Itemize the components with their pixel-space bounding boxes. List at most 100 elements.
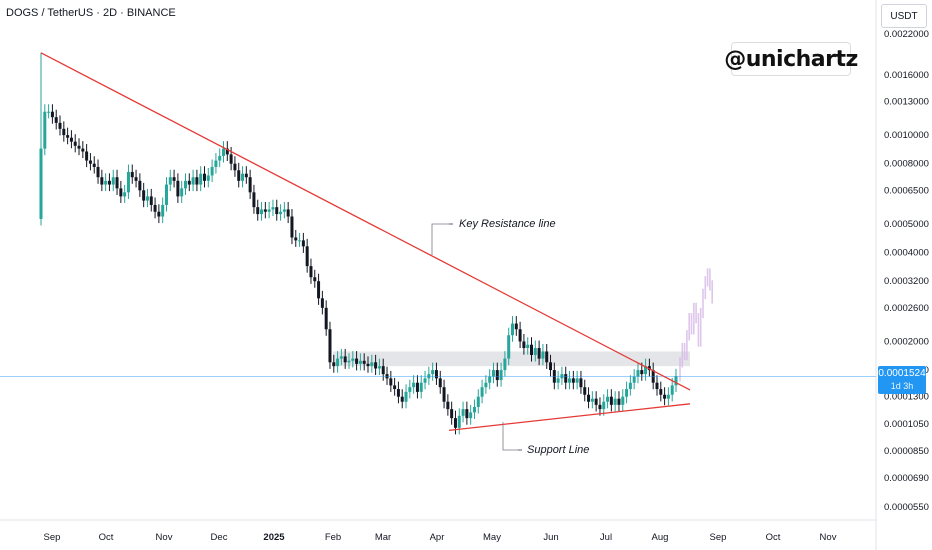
candle-body [670, 385, 674, 395]
candle-body [50, 111, 54, 118]
candle-body [438, 378, 442, 388]
candle-body [54, 117, 58, 123]
candle-body [339, 356, 343, 359]
support-trendline [448, 403, 691, 431]
candle-body [583, 387, 587, 395]
projection-candle [688, 313, 690, 341]
candle-body [206, 175, 210, 181]
candle-body [298, 240, 302, 242]
candle-body [674, 376, 678, 386]
support-annotation: Support Line [527, 444, 590, 456]
candle-body [640, 370, 644, 375]
candle-body [248, 177, 252, 193]
candle-body [282, 209, 286, 212]
candle-body [260, 209, 264, 215]
candle-body [370, 362, 374, 367]
projection-candle [683, 343, 686, 361]
candle-body [115, 177, 119, 189]
candle-body [431, 370, 435, 375]
candle-body [313, 277, 317, 282]
candle-body [62, 128, 66, 136]
candle-body [393, 385, 397, 390]
candle-body [507, 335, 511, 359]
candle-body [149, 196, 153, 205]
support-arrow [502, 422, 521, 451]
y-tick-label: 0.0008000 [884, 159, 929, 170]
candle-body [267, 209, 271, 212]
x-tick-label: Aug [652, 532, 669, 543]
candle-body [119, 188, 123, 197]
candle-body [241, 173, 245, 181]
candle-body [92, 163, 96, 167]
candle-body [142, 190, 146, 201]
projection-candle [704, 276, 707, 300]
candle-body [537, 348, 541, 359]
y-tick-label: 0.0010000 [884, 130, 929, 141]
candle-body [290, 216, 294, 238]
candle-body [590, 398, 594, 402]
candle-body [183, 180, 187, 189]
candle-body [587, 394, 591, 402]
candle-body [480, 387, 484, 397]
candle-body [164, 184, 168, 205]
y-tick-label: 0.0022000 [884, 29, 929, 40]
x-tick-label: Mar [375, 532, 391, 543]
candle-body [88, 160, 92, 164]
projection-candle [679, 357, 681, 382]
candle-body [453, 418, 457, 428]
candle-body [549, 362, 553, 371]
candle-body [647, 366, 651, 371]
candle-body [488, 376, 492, 383]
candle-body [73, 141, 77, 146]
candle-body [412, 382, 416, 388]
candle-body [434, 370, 438, 379]
y-tick-label: 0.0005000 [884, 219, 929, 230]
candle-body [358, 360, 362, 364]
candle-body [275, 207, 279, 215]
projection-candle [697, 313, 700, 347]
candle-body [541, 351, 545, 359]
candle-body [47, 111, 51, 113]
candle-body [328, 329, 332, 363]
x-tick-label: 2025 [263, 532, 285, 543]
candle-body [625, 389, 629, 397]
candle-body [176, 180, 180, 197]
candle-body [472, 406, 476, 413]
x-tick-label: Sep [44, 532, 61, 543]
projection-candle [702, 288, 704, 319]
candle-body [423, 378, 427, 383]
x-tick-label: Feb [325, 532, 341, 543]
candle-body [130, 171, 134, 178]
candle-body [161, 204, 165, 217]
candle-body [476, 396, 480, 407]
candle-body [366, 363, 370, 367]
candle-body [347, 360, 351, 363]
candle-body [571, 378, 575, 383]
candle-body [107, 180, 111, 185]
candle-body [491, 370, 495, 377]
currency-button[interactable]: USDT [881, 4, 927, 28]
candle-body [556, 378, 560, 383]
candle-body [351, 358, 355, 361]
candle-body [503, 358, 507, 371]
y-tick-label: 0.0004000 [884, 248, 929, 259]
candle-body [187, 180, 191, 185]
projection-candle [711, 280, 713, 304]
candle-body [530, 344, 534, 355]
candle-body [336, 358, 340, 367]
projection-candle [690, 313, 693, 335]
candle-body [469, 412, 473, 419]
candle-body [218, 155, 222, 161]
x-tick-label: Oct [99, 532, 114, 543]
candle-body [362, 360, 366, 364]
candle-body [655, 382, 659, 390]
y-tick-label: 0.0001300 [884, 392, 929, 403]
x-tick-label: Dec [211, 532, 228, 543]
y-tick-label: 0.0001050 [884, 419, 929, 430]
symbol-title: DOGS / TetherUS · 2D · BINANCE [6, 7, 176, 19]
range-zone [333, 351, 690, 367]
candle-body [415, 382, 419, 392]
candle-body [522, 341, 526, 349]
projection-candle [686, 330, 688, 361]
